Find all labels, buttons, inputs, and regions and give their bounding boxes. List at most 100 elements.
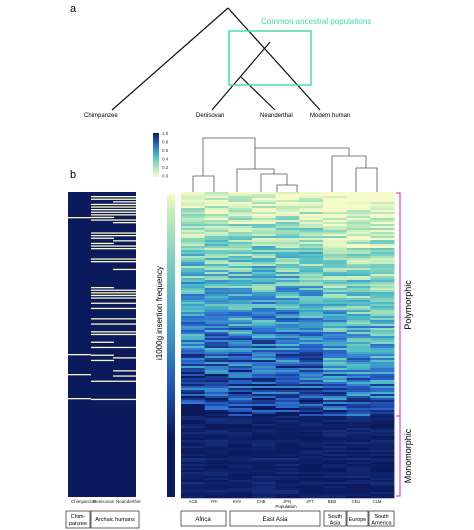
heatmap-cell (323, 492, 348, 495)
heatmap-cell (204, 320, 229, 323)
heatmap-cell (252, 264, 277, 267)
heatmap-cell (275, 406, 300, 409)
heatmap-cell (346, 414, 371, 417)
heatmap-cell (228, 392, 253, 395)
heatmap-cell (323, 290, 348, 293)
heatmap-cell (252, 226, 277, 229)
heatmap-cell (228, 376, 253, 379)
heatmap-cell (323, 262, 348, 265)
heatmap-cell (252, 202, 277, 205)
heatmap-cell (346, 314, 371, 317)
heatmap-cell (204, 432, 229, 435)
heatmap-cell (252, 262, 277, 265)
heatmap-cell (228, 386, 253, 389)
heatmap-cell (228, 368, 253, 371)
heatmap-cell (323, 250, 348, 253)
heatmap-cell (181, 376, 206, 379)
heatmap-cell (346, 194, 371, 197)
heatmap-cell (370, 260, 395, 263)
heatmap-cell (228, 242, 253, 245)
taxon-neanderthal: Neanderthal (260, 113, 293, 119)
heatmap-cell (252, 430, 277, 433)
heatmap-cell (323, 234, 348, 237)
heatmap-cell (204, 416, 229, 419)
archaic-presence-line (91, 248, 136, 250)
heatmap-cell (275, 332, 300, 335)
heatmap-cell (323, 328, 348, 331)
heatmap-cell (204, 222, 229, 225)
heatmap-cell (299, 484, 324, 487)
heatmap-cell (204, 448, 229, 451)
taxon-modern-human: Modern human (310, 113, 350, 119)
heatmap-cell (275, 458, 300, 461)
heatmap-cell (346, 378, 371, 381)
heatmap-cell (204, 480, 229, 483)
heatmap-cell (252, 490, 277, 493)
heatmap-cell (228, 252, 253, 255)
heatmap-cell (323, 204, 348, 207)
heatmap-cell (323, 488, 348, 491)
heatmap-cell (323, 418, 348, 421)
heatmap-cell (204, 342, 229, 345)
heatmap-cell (181, 388, 206, 391)
heatmap-cell (275, 364, 300, 367)
heatmap-cell (252, 322, 277, 325)
heatmap-cell (346, 452, 371, 455)
heatmap-cell (181, 254, 206, 257)
heatmap-cell (275, 378, 300, 381)
heatmap-cell (346, 494, 371, 497)
heatmap-cell (204, 370, 229, 373)
heatmap-cell (346, 454, 371, 457)
left-group-archaic-humans: Archaic humans (95, 517, 135, 523)
col-khv: KHV (233, 499, 242, 504)
heatmap-cell (299, 224, 324, 227)
heatmap-cell (299, 276, 324, 279)
heatmap-cell (228, 356, 253, 359)
heatmap-cell (370, 438, 395, 441)
heatmap-cell (181, 298, 206, 301)
heatmap-cell (252, 466, 277, 469)
heatmap-cell (181, 354, 206, 357)
heatmap-cell (346, 446, 371, 449)
heatmap-cell (275, 414, 300, 417)
heatmap-cell (181, 250, 206, 253)
heatmap-cell (346, 192, 371, 195)
heatmap-cell (228, 304, 253, 307)
heatmap-cell (323, 452, 348, 455)
heatmap-cell (252, 304, 277, 307)
heatmap-cell (323, 494, 348, 497)
heatmap-cell (204, 192, 229, 195)
heatmap-cell (204, 442, 229, 445)
heatmap-cell (252, 496, 277, 499)
heatmap-cell (204, 302, 229, 305)
heatmap-cell (299, 416, 324, 419)
heatmap-cell (181, 266, 206, 269)
heatmap-cell (204, 470, 229, 473)
heatmap-cell (346, 326, 371, 329)
heatmap-cell (346, 366, 371, 369)
archaic-presence-line (68, 398, 91, 400)
heatmap-cell (252, 360, 277, 363)
heatmap-cell (252, 410, 277, 413)
heatmap-cell (204, 260, 229, 263)
heatmap-cell (346, 234, 371, 237)
heatmap-cell (252, 414, 277, 417)
heatmap-cell (204, 400, 229, 403)
heatmap-cell (323, 292, 348, 295)
heatmap-cell (323, 310, 348, 313)
heatmap-cell (252, 306, 277, 309)
heatmap-cell (228, 358, 253, 361)
heatmap-cell (275, 344, 300, 347)
heatmap-cell (228, 458, 253, 461)
heatmap-cell (346, 232, 371, 235)
heatmap-cell (346, 250, 371, 253)
heatmap-cell (370, 378, 395, 381)
heatmap-cell (323, 404, 348, 407)
heatmap-cell (323, 480, 348, 483)
heatmap-cell (299, 478, 324, 481)
heatmap-cell (299, 456, 324, 459)
heatmap-cell (323, 382, 348, 385)
heatmap-cell (370, 350, 395, 353)
heatmap-cell (370, 216, 395, 219)
heatmap-cell (181, 240, 206, 243)
